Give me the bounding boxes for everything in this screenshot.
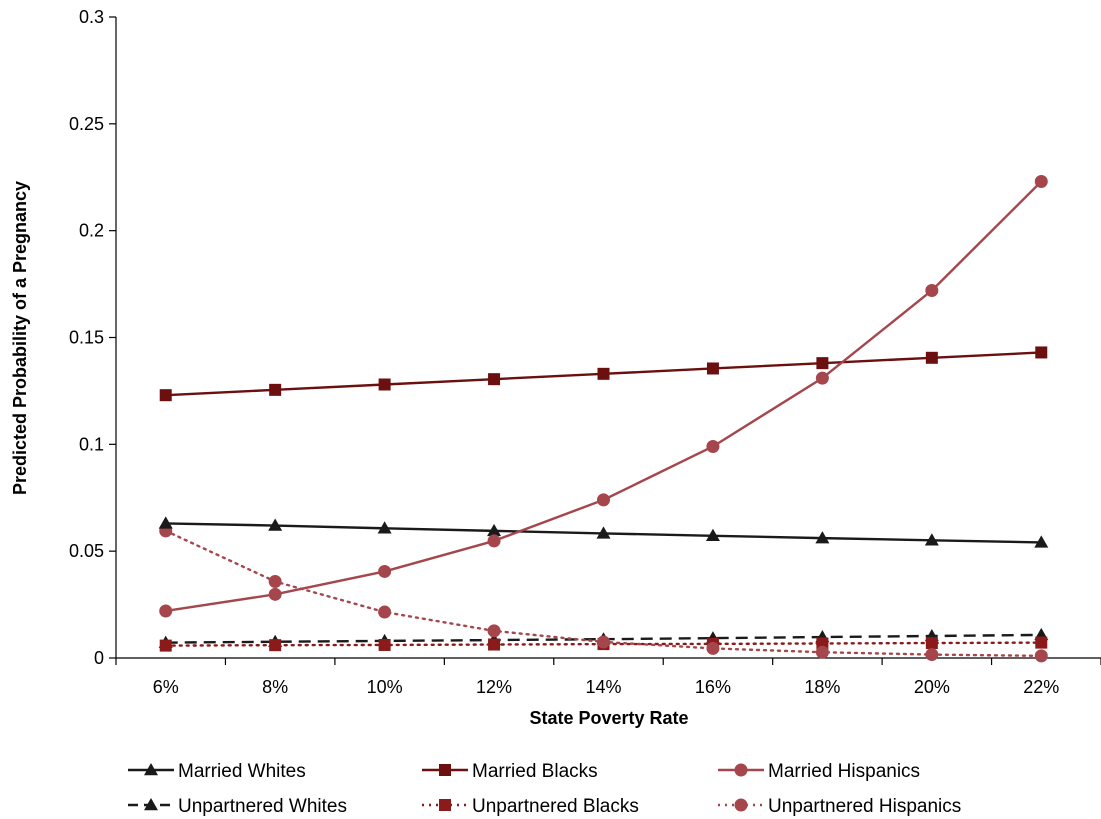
data-point xyxy=(268,518,283,531)
data-point xyxy=(925,283,939,297)
data-point xyxy=(1034,649,1048,663)
data-point xyxy=(597,367,610,380)
data-point xyxy=(488,373,501,386)
x-tick-label: 10% xyxy=(367,677,403,697)
data-point xyxy=(378,605,392,619)
legend-swatch-marker xyxy=(734,763,748,777)
data-point xyxy=(159,604,173,618)
x-axis-ticks: 6% 8% 10% 12% 14% 16% 18% 20% 22% xyxy=(115,658,1101,697)
data-point xyxy=(596,526,611,539)
legend-swatch-marker xyxy=(144,798,158,811)
data-point xyxy=(377,521,392,534)
y-tick-label: 0.25 xyxy=(69,114,104,134)
legend-item: Married Whites xyxy=(128,761,306,782)
x-tick-label: 6% xyxy=(153,677,179,697)
x-tick-label: 14% xyxy=(585,677,621,697)
legend-label: Unpartnered Blacks xyxy=(472,796,639,817)
series-married-whites xyxy=(158,516,1049,548)
data-point xyxy=(269,383,282,396)
data-point xyxy=(705,528,720,542)
x-tick-label: 18% xyxy=(804,677,840,697)
series-unpartnered-hispanics xyxy=(159,524,1048,663)
y-tick-label: 0.15 xyxy=(69,328,104,348)
y-axis-ticks: 0 0.05 0.1 0.15 0.2 0.25 0.3 xyxy=(69,7,116,668)
data-point xyxy=(1034,535,1049,548)
data-point xyxy=(488,638,501,651)
data-point xyxy=(158,516,173,529)
legend-item: Unpartnered Hispanics xyxy=(718,796,961,817)
legend-swatch-marker xyxy=(144,763,158,776)
data-point xyxy=(378,564,392,578)
x-axis-title: State Poverty Rate xyxy=(529,708,688,728)
legend-swatch-marker xyxy=(439,764,451,776)
data-point xyxy=(487,624,501,638)
data-point xyxy=(815,645,829,659)
y-axis-title: Predicted Probability of a Pregnancy xyxy=(10,181,30,495)
data-point xyxy=(487,534,501,548)
data-point xyxy=(924,533,939,546)
data-point xyxy=(925,351,938,364)
legend-item: Married Hispanics xyxy=(718,761,920,782)
data-point xyxy=(815,371,829,385)
data-point xyxy=(925,637,938,650)
data-point xyxy=(1035,346,1048,359)
data-point xyxy=(378,378,391,391)
x-tick-label: 16% xyxy=(695,677,731,697)
legend-label: Unpartnered Whites xyxy=(178,796,347,817)
legend-item: Married Blacks xyxy=(422,761,598,782)
data-point xyxy=(597,493,610,507)
series-layer xyxy=(158,175,1049,663)
data-point xyxy=(597,635,610,649)
legend: Married Whites Married Blacks Married Hisp… xyxy=(128,761,961,817)
series-line xyxy=(164,641,1043,647)
data-point xyxy=(268,575,282,589)
x-tick-label: 12% xyxy=(476,677,512,697)
x-tick-label: 22% xyxy=(1023,677,1059,697)
data-point xyxy=(706,362,719,375)
plot-frame xyxy=(115,17,1101,659)
series-married-hispanics xyxy=(159,175,1048,618)
data-point xyxy=(815,531,830,544)
data-point xyxy=(268,587,282,601)
y-tick-label: 0.1 xyxy=(79,434,104,454)
series-line xyxy=(165,180,1043,613)
legend-swatch-marker xyxy=(439,799,451,811)
legend-label: Married Hispanics xyxy=(768,761,920,782)
data-point xyxy=(1035,636,1048,649)
legend-label: Married Whites xyxy=(178,761,306,782)
legend-item: Unpartnered Blacks xyxy=(422,796,639,817)
x-tick-label: 8% xyxy=(262,677,288,697)
data-point xyxy=(487,523,502,537)
y-tick-label: 0.05 xyxy=(69,541,104,561)
y-tick-label: 0.2 xyxy=(79,221,104,241)
legend-item: Unpartnered Whites xyxy=(128,796,347,817)
legend-swatch-marker xyxy=(734,798,748,812)
series-married-blacks xyxy=(159,346,1048,402)
data-point xyxy=(269,639,282,652)
y-tick-label: 0 xyxy=(94,648,104,668)
data-point xyxy=(706,641,720,655)
data-point xyxy=(816,357,829,370)
data-point xyxy=(1034,175,1048,189)
data-point xyxy=(378,638,391,651)
y-tick-label: 0.3 xyxy=(79,7,104,27)
legend-label: Unpartnered Hispanics xyxy=(768,796,961,817)
data-point xyxy=(159,639,172,652)
x-tick-label: 20% xyxy=(914,677,950,697)
legend-label: Married Blacks xyxy=(472,761,598,782)
data-point xyxy=(706,439,720,453)
data-point xyxy=(925,648,939,662)
data-point xyxy=(159,389,172,402)
